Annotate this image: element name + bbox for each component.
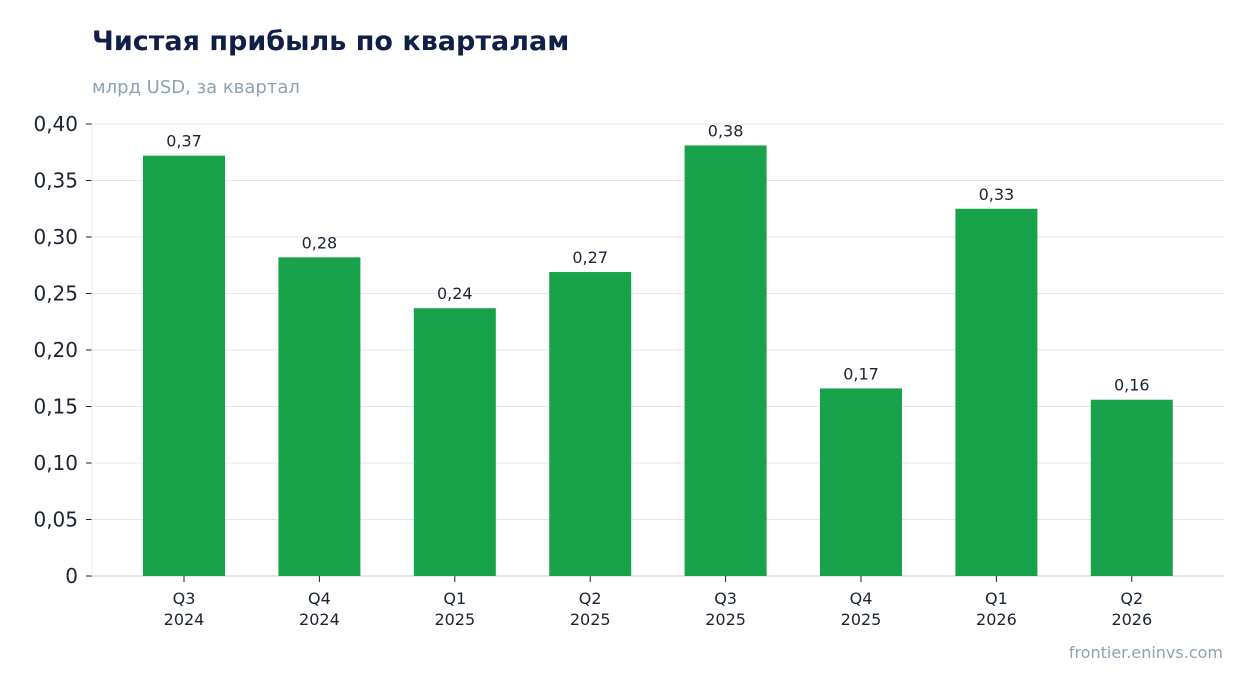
x-tick-label-quarter: Q1 (443, 589, 466, 608)
chart-title: Чистая прибыль по кварталам (92, 26, 570, 57)
x-tick-label-quarter: Q2 (1120, 589, 1143, 608)
x-tick-label-year: 2026 (1111, 610, 1152, 629)
x-tick-label-year: 2024 (299, 610, 340, 629)
y-tick-label: 0,20 (33, 338, 78, 362)
y-tick-label: 0,25 (33, 282, 78, 306)
bar-value-label: 0,38 (708, 121, 744, 140)
x-tick-label-year: 2024 (164, 610, 205, 629)
y-tick-label: 0,15 (33, 395, 78, 419)
bar (143, 155, 225, 576)
x-axis: Q3 2024 Q4 2024 Q1 2025 Q2 2025 Q3 2025 Q4 2025 Q1 20… (92, 575, 1224, 629)
x-tick-label-year: 2025 (841, 610, 882, 629)
x-tick-label-year: 2025 (705, 610, 746, 629)
y-tick-label: 0,05 (33, 508, 78, 532)
x-tick-label-quarter: Q3 (173, 589, 196, 608)
bar-value-label: 0,17 (843, 364, 879, 383)
x-tick-label-quarter: Q1 (985, 589, 1008, 608)
y-axis: 0 0,05 0,10 0,15 0,20 0,25 0,30 0,35 0,40 (33, 112, 93, 588)
source-credit: frontier.eninvs.com (1068, 643, 1223, 662)
y-tick-label: 0,35 (33, 169, 78, 193)
bar (820, 388, 902, 576)
bars (143, 145, 1173, 576)
x-tick-label-quarter: Q3 (714, 589, 737, 608)
bar-value-label: 0,28 (302, 233, 338, 252)
bar (955, 208, 1038, 576)
x-tick-label-year: 2025 (570, 610, 611, 629)
bar-value-label: 0,16 (1114, 376, 1150, 395)
bar (413, 308, 496, 576)
bar-value-label: 0,27 (572, 248, 608, 267)
chart-subtitle: млрд USD, за квартал (92, 77, 300, 98)
bar-value-label: 0,37 (166, 132, 202, 151)
grid-lines (92, 123, 1224, 520)
y-tick-label: 0,10 (33, 451, 78, 475)
y-tick-label: 0,30 (33, 225, 78, 249)
bar-value-label: 0,33 (979, 185, 1015, 204)
x-tick-label-quarter: Q4 (850, 589, 873, 608)
bar (684, 145, 767, 576)
bar (549, 272, 632, 576)
bar (1090, 399, 1173, 576)
data-labels: 0,37 0,28 0,24 0,27 0,38 0,17 0,33 0,16 (166, 121, 1149, 394)
bar-value-label: 0,24 (437, 284, 473, 303)
x-tick-label-quarter: Q2 (579, 589, 602, 608)
x-tick-label-year: 2025 (434, 610, 475, 629)
x-tick-label-year: 2026 (976, 610, 1017, 629)
y-tick-label: 0,40 (33, 112, 78, 136)
x-tick-label-quarter: Q4 (308, 589, 331, 608)
bar (278, 257, 361, 576)
y-tick-label: 0 (65, 564, 78, 588)
